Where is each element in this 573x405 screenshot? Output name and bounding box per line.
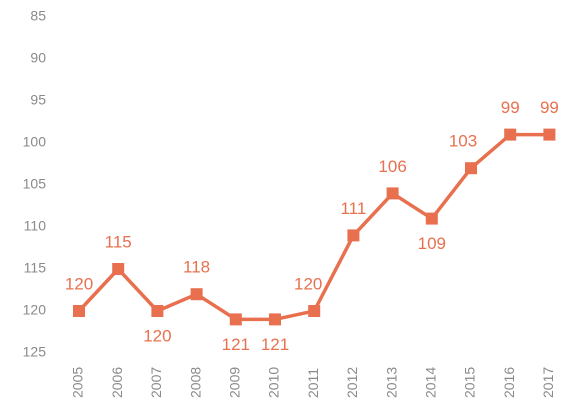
value-label: 120 (143, 326, 171, 345)
value-label: 111 (340, 199, 366, 218)
marker (269, 313, 281, 326)
x-tick-label: 2012 (344, 367, 360, 398)
value-label: 106 (378, 157, 406, 176)
y-tick-label: 115 (24, 260, 47, 276)
value-label: 120 (294, 274, 322, 293)
value-label: 99 (540, 98, 559, 117)
marker (347, 229, 360, 242)
value-label: 121 (261, 335, 289, 354)
value-label: 118 (183, 258, 210, 277)
value-label: 115 (105, 232, 132, 251)
value-label: 120 (65, 274, 93, 293)
y-tick-label: 100 (23, 134, 47, 150)
y-tick-label: 120 (23, 302, 47, 318)
x-tick-label: 2013 (383, 367, 399, 398)
value-label: 109 (418, 234, 446, 253)
y-tick-label: 85 (30, 8, 46, 24)
x-tick-label: 2017 (540, 367, 556, 398)
value-label: 121 (222, 335, 250, 354)
x-tick-label: 2010 (266, 367, 282, 398)
y-tick-label: 90 (30, 50, 46, 66)
marker (151, 305, 164, 317)
x-tick-label: 2009 (227, 367, 243, 398)
value-label: 99 (501, 98, 520, 117)
marker (190, 288, 203, 301)
marker (308, 305, 321, 317)
x-tick-label: 2015 (462, 367, 478, 398)
y-tick-label: 125 (23, 344, 47, 360)
x-tick-label: 2014 (423, 367, 439, 398)
marker (229, 313, 242, 326)
y-tick-label: 95 (30, 92, 46, 108)
marker (112, 263, 125, 275)
marker (504, 128, 517, 141)
marker (465, 162, 477, 175)
marker (543, 128, 556, 141)
x-tick-label: 2011 (305, 368, 321, 398)
y-tick-label: 105 (23, 176, 47, 192)
marker (73, 305, 85, 317)
x-tick-label: 2008 (187, 367, 203, 398)
x-tick-label: 2016 (501, 367, 517, 398)
x-tick-label: 2005 (70, 367, 86, 398)
marker (425, 212, 438, 225)
y-tick-label: 110 (24, 218, 47, 234)
marker (386, 187, 399, 200)
value-label: 103 (449, 132, 477, 151)
x-tick-label: 2006 (109, 367, 125, 398)
x-tick-label: 2007 (148, 367, 164, 398)
